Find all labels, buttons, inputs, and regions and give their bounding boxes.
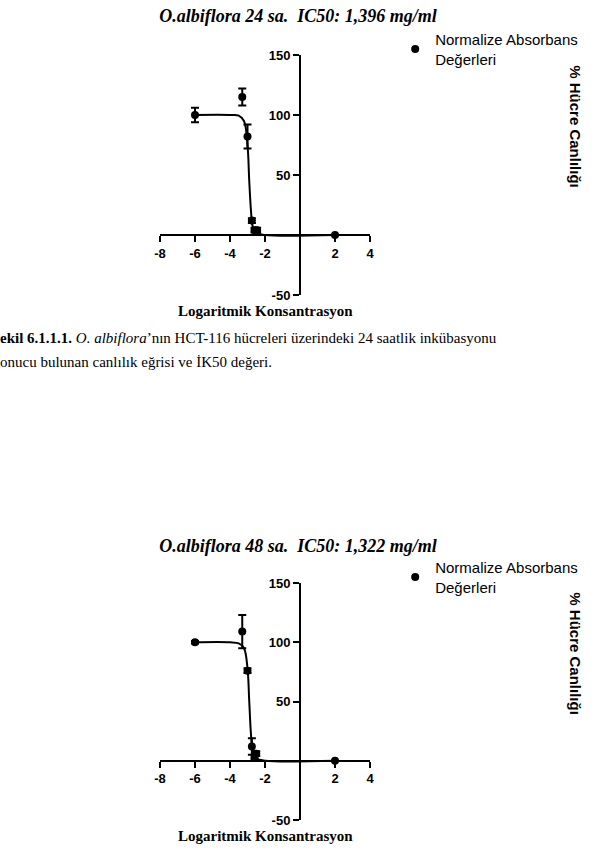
svg-text:-8: -8 xyxy=(154,246,166,261)
svg-text:50: 50 xyxy=(276,168,290,183)
svg-text:% Hücre Canlılığı: % Hücre Canlılığı xyxy=(567,65,584,188)
svg-text:4: 4 xyxy=(366,246,374,261)
svg-text:-6: -6 xyxy=(189,771,201,786)
svg-text:100: 100 xyxy=(269,108,291,123)
svg-text:150: 150 xyxy=(269,576,291,591)
html-text:ekil 6.1.1.1. O. albiflora ’nı: ekil 6.1.1.1. O. albiflora ’nın HCT-116 … xyxy=(0,330,497,346)
svg-text:-2: -2 xyxy=(259,771,271,786)
svg-text:50: 50 xyxy=(276,694,290,709)
svg-text:Normalize AbsorbansDeğerleri: Normalize AbsorbansDeğerleri xyxy=(435,559,578,596)
svg-text:Logaritmik Konsantrasyon: Logaritmik Konsantrasyon xyxy=(178,303,353,319)
svg-text:4: 4 xyxy=(366,771,374,786)
svg-text:100: 100 xyxy=(269,635,291,650)
svg-text:2: 2 xyxy=(331,771,338,786)
svg-text:-4: -4 xyxy=(224,246,236,261)
svg-text:150: 150 xyxy=(269,48,291,63)
html-text:onucu bulunan canlılık eğrisi: onucu bulunan canlılık eğrisi ve İK50 de… xyxy=(0,354,272,370)
svg-text:-50: -50 xyxy=(272,288,291,303)
svg-text:-50: -50 xyxy=(272,813,291,828)
svg-text:-4: -4 xyxy=(224,771,236,786)
svg-text:-8: -8 xyxy=(154,771,166,786)
svg-text:Logaritmik Konsantrasyon: Logaritmik Konsantrasyon xyxy=(178,828,353,844)
svg-text:% Hücre Canlılığı: % Hücre Canlılığı xyxy=(567,592,584,715)
svg-text:O.albiflora 48 sa. IC50: 1,32: O.albiflora 48 sa. IC50: 1,322 mg/ml xyxy=(159,536,437,556)
svg-text:2: 2 xyxy=(331,246,338,261)
svg-text:O.albiflora 24 sa. IC50: 1,39: O.albiflora 24 sa. IC50: 1,396 mg/ml xyxy=(159,6,437,26)
svg-text:-2: -2 xyxy=(259,246,271,261)
svg-text:Normalize AbsorbansDeğerleri: Normalize AbsorbansDeğerleri xyxy=(435,31,578,68)
svg-text:-6: -6 xyxy=(189,246,201,261)
